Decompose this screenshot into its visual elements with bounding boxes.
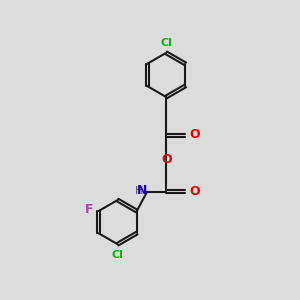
- Text: O: O: [161, 153, 172, 166]
- Text: F: F: [85, 203, 93, 216]
- Text: O: O: [189, 185, 200, 198]
- Text: Cl: Cl: [160, 38, 172, 48]
- Text: Cl: Cl: [112, 250, 124, 260]
- Text: N: N: [137, 184, 147, 197]
- Text: H: H: [135, 186, 143, 196]
- Text: O: O: [189, 128, 200, 141]
